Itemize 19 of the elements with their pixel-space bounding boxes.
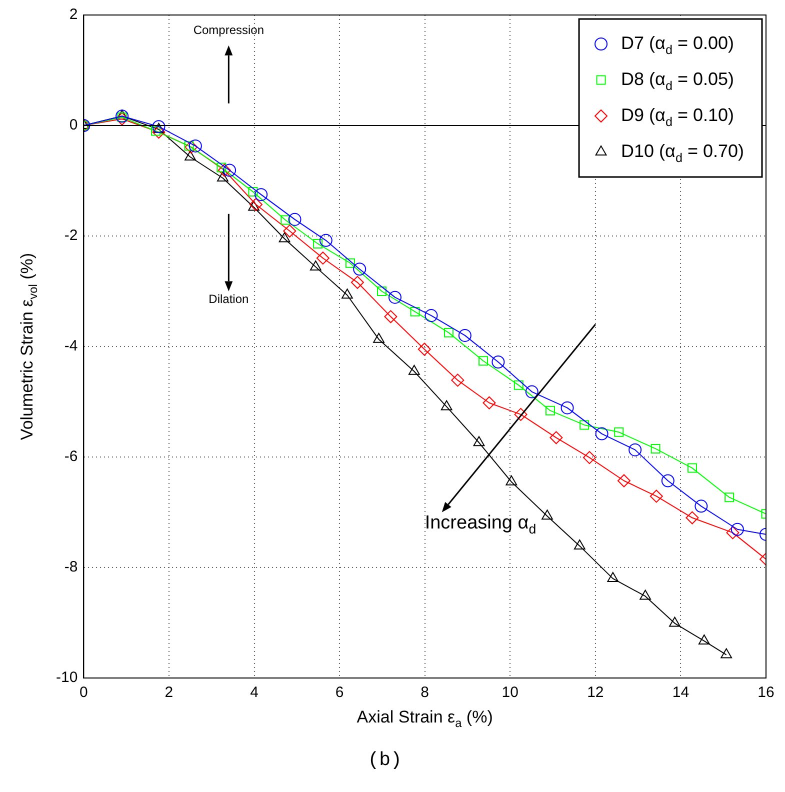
y-tick-label: -6 [64,448,78,466]
annotation: Compression [193,22,264,37]
y-tick-label: 0 [69,116,78,134]
y-tick-label: -8 [64,558,78,576]
y-tick-label: 2 [69,6,78,24]
x-tick-label: 8 [420,684,430,702]
x-tick-label: 2 [164,684,174,702]
annotation: Dilation [208,292,249,306]
x-tick-label: 12 [587,684,604,702]
x-tick-label: 10 [502,684,518,702]
x-tick-label: 4 [250,684,258,702]
x-tick-label: 14 [672,684,690,702]
y-axis-title: Volumetric Strain εvol (%) [18,252,40,440]
x-tick-label: 16 [758,684,774,702]
x-tick-label: 6 [335,684,344,702]
y-tick-label: -4 [64,338,78,355]
text: (b) [368,749,402,772]
y-tick-label: -2 [64,227,78,244]
y-tick-label: -10 [56,669,78,686]
